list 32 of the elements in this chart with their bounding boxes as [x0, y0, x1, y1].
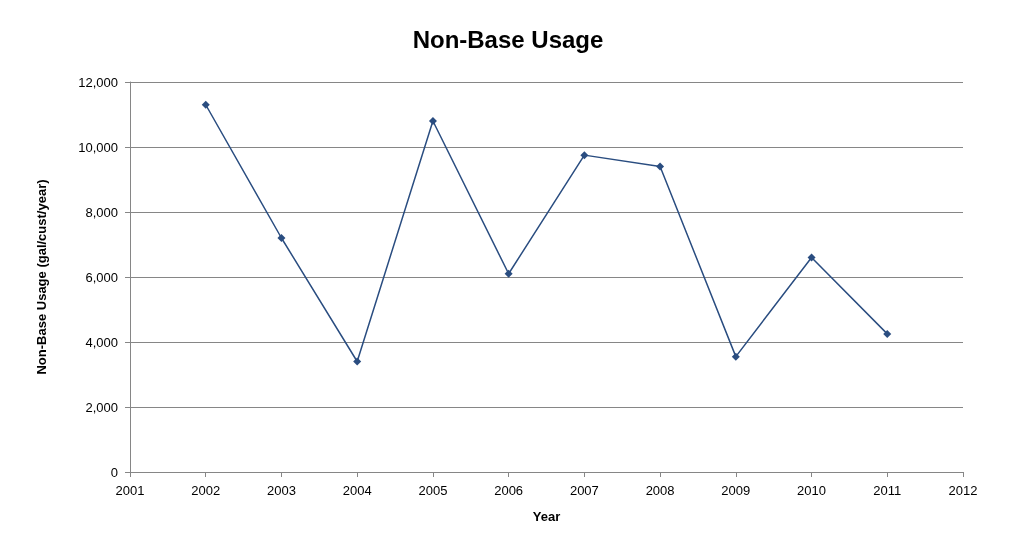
y-tick-label: 2,000	[85, 399, 118, 415]
x-tick-label: 2011	[873, 483, 902, 498]
point	[201, 100, 210, 109]
x-tick-label: 2003	[266, 483, 296, 498]
x-tick-label: 2004	[342, 483, 372, 498]
point	[656, 162, 665, 171]
point	[504, 269, 513, 278]
x-axis-title: Year	[532, 509, 561, 524]
x-tick-label: 2006	[494, 483, 524, 498]
point	[428, 117, 437, 125]
x-tick-label: 2012	[948, 483, 978, 498]
x-tick-label: 2009	[721, 483, 751, 498]
x-tick-label: 2008	[645, 483, 675, 498]
y-tick-label: 10,000	[78, 139, 118, 155]
x-tick-label: 2010	[797, 483, 827, 498]
y-tick-label: 12,000	[78, 74, 118, 90]
point	[807, 253, 816, 262]
chart-title: Non-Base Usage	[412, 25, 604, 53]
y-axis-title: Non-Base Usage (gal/cust/year)	[34, 179, 49, 375]
y-tick-label: 4,000	[85, 334, 118, 350]
x-tick-label: 2007	[569, 483, 599, 498]
y-tick-label: 8,000	[85, 204, 118, 220]
point	[277, 234, 286, 242]
x-tick-label: 2005	[418, 483, 448, 498]
y-tick-label: 6,000	[85, 269, 118, 285]
point	[353, 357, 362, 366]
x-tick-label: 2002	[191, 483, 221, 498]
point	[580, 151, 589, 160]
x-tick-label: 2001	[115, 483, 145, 498]
y-tick-label: 0	[110, 464, 118, 480]
point	[731, 352, 740, 361]
point	[883, 329, 892, 338]
